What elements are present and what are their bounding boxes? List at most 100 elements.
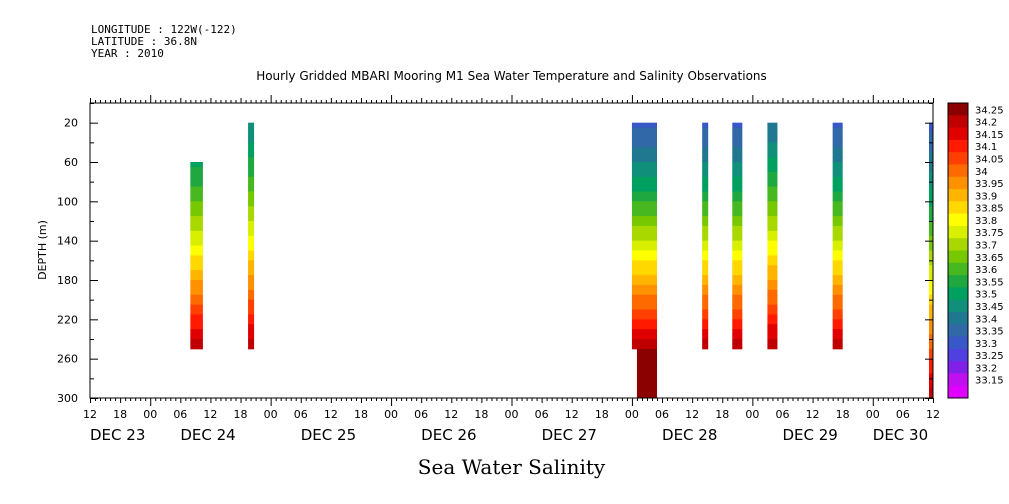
colorbar-label: 34.1 xyxy=(975,142,997,153)
salinity-cell xyxy=(702,152,709,158)
salinity-cell xyxy=(702,216,709,222)
salinity-cell xyxy=(732,157,743,163)
salinity-cell xyxy=(248,294,255,301)
salinity-cell xyxy=(832,255,843,261)
salinity-cell xyxy=(248,191,255,197)
x-day-label: DEC 23 xyxy=(90,426,145,444)
colorbar-swatch xyxy=(948,139,968,153)
colorbar-label: 33.6 xyxy=(975,265,997,276)
salinity-cell xyxy=(190,289,203,296)
salinity-cell xyxy=(702,127,709,133)
x-tick-label: 18 xyxy=(474,408,488,421)
salinity-cell xyxy=(248,245,255,251)
salinity-cell xyxy=(702,230,709,237)
salinity-cell xyxy=(732,280,743,286)
salinity-cell xyxy=(832,343,843,350)
salinity-cell xyxy=(928,216,933,222)
colorbar-label: 33.9 xyxy=(975,191,997,202)
salinity-cell xyxy=(832,142,843,148)
salinity-cell xyxy=(767,162,778,168)
salinity-cell xyxy=(928,201,933,207)
salinity-cell xyxy=(636,383,658,389)
salinity-cell xyxy=(248,240,255,247)
salinity-cell xyxy=(832,265,843,271)
salinity-cell xyxy=(702,245,709,251)
salinity-cell xyxy=(190,284,203,291)
salinity-cell xyxy=(732,191,743,197)
colorbar-label: 33.65 xyxy=(975,253,1004,264)
x-tick-label: 06 xyxy=(655,408,669,421)
salinity-cell xyxy=(832,181,843,188)
salinity-profile xyxy=(732,122,743,350)
salinity-cell xyxy=(928,299,933,306)
salinity-cell xyxy=(190,275,203,281)
latitude-label: LATITUDE : 36.8N xyxy=(91,35,197,48)
colorbar-swatch xyxy=(948,348,968,362)
salinity-cell xyxy=(631,230,658,237)
salinity-cell xyxy=(190,255,203,261)
x-day-label: DEC 24 xyxy=(180,426,235,444)
salinity-cell xyxy=(832,294,843,301)
salinity-cell xyxy=(248,221,255,227)
salinity-cell xyxy=(702,122,709,129)
salinity-cell xyxy=(190,196,203,202)
salinity-cell xyxy=(631,176,658,183)
y-tick-label: 180 xyxy=(57,274,78,287)
salinity-cell xyxy=(928,221,933,227)
salinity-cell xyxy=(248,265,255,271)
y-tick-label: 20 xyxy=(64,117,78,130)
colorbar-swatch xyxy=(948,385,968,399)
salinity-cell xyxy=(928,127,933,133)
salinity-cell xyxy=(928,324,933,330)
salinity-cell xyxy=(631,275,658,281)
salinity-cell xyxy=(631,186,658,192)
salinity-cell xyxy=(928,196,933,202)
colorbar-swatch xyxy=(948,287,968,301)
salinity-cell xyxy=(732,265,743,271)
salinity-cell xyxy=(767,270,778,276)
x-tick-label: 18 xyxy=(595,408,609,421)
salinity-cell xyxy=(631,157,658,163)
y-axis-label: DEPTH (m) xyxy=(36,220,49,280)
salinity-cell xyxy=(928,147,933,153)
salinity-cell xyxy=(832,289,843,296)
salinity-cell xyxy=(767,142,778,148)
x-tick-label: 06 xyxy=(414,408,428,421)
salinity-cell xyxy=(631,206,658,212)
salinity-cell xyxy=(732,225,743,232)
salinity-cell xyxy=(702,314,709,320)
salinity-cell xyxy=(190,186,203,192)
salinity-cell xyxy=(190,181,203,188)
salinity-cell xyxy=(767,176,778,183)
y-tick-label: 60 xyxy=(64,156,78,169)
salinity-cell xyxy=(767,186,778,192)
salinity-cell xyxy=(767,157,778,163)
colorbar-label: 33.3 xyxy=(975,339,997,350)
salinity-cell xyxy=(732,166,743,173)
salinity-cell xyxy=(702,339,709,345)
salinity-cell xyxy=(832,260,843,266)
salinity-cell xyxy=(928,157,933,163)
salinity-cell xyxy=(248,211,255,217)
salinity-cell xyxy=(928,235,933,242)
salinity-cell xyxy=(832,339,843,345)
colorbar-frame xyxy=(947,102,969,399)
salinity-cell xyxy=(832,230,843,237)
salinity-cell xyxy=(190,225,203,232)
salinity-cell xyxy=(631,294,658,301)
salinity-cell xyxy=(631,142,658,148)
colorbar-label: 33.55 xyxy=(975,277,1004,288)
colorbar-swatch xyxy=(948,262,968,276)
salinity-cell xyxy=(928,260,933,266)
salinity-cell xyxy=(832,304,843,310)
salinity-cell xyxy=(732,324,743,330)
salinity-cell xyxy=(767,191,778,197)
colorbar-label: 33.35 xyxy=(975,327,1004,338)
salinity-cell xyxy=(190,270,203,276)
salinity-cell xyxy=(702,225,709,232)
salinity-cell xyxy=(928,373,933,379)
salinity-cell xyxy=(732,329,743,335)
salinity-cell xyxy=(636,353,658,360)
salinity-cell xyxy=(732,152,743,158)
salinity-cell xyxy=(832,186,843,192)
